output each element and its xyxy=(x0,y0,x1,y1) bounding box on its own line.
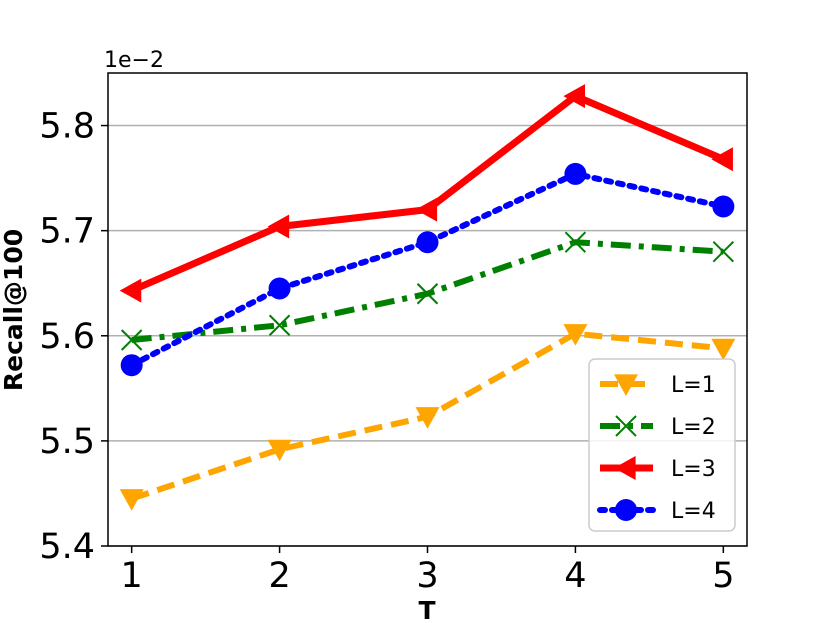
legend-marker-l-3 xyxy=(614,456,636,480)
x-axis-title: T xyxy=(418,596,435,623)
data-point-l-4 xyxy=(120,354,143,377)
x-tick-label: 5 xyxy=(712,556,734,596)
x-tick-label: 1 xyxy=(121,556,143,596)
data-point-l-4 xyxy=(268,277,291,300)
y-offset-label: 1e−2 xyxy=(104,48,164,73)
y-tick-label: 5.5 xyxy=(39,422,95,462)
data-point-l-3 xyxy=(563,84,586,109)
data-point-l-3 xyxy=(415,197,438,222)
data-point-l-3 xyxy=(267,214,290,239)
axes: 5.4 5.5 5.6 5.7 5.8 1 2 3 4 5 xyxy=(39,107,734,596)
data-point-l-4 xyxy=(564,162,587,185)
data-point-l-2 xyxy=(712,240,735,263)
data-point-l-1 xyxy=(415,407,440,429)
legend-label-l-1: L=1 xyxy=(671,373,716,398)
series-line-l-2 xyxy=(131,239,724,343)
x-tick-label: 2 xyxy=(268,556,290,596)
legend: L=1 L=2 L=3 L=4 xyxy=(588,358,736,532)
data-point-l-2 xyxy=(416,283,439,305)
data-point-l-4 xyxy=(712,195,735,218)
data-point-l-2 xyxy=(120,329,143,351)
data-point-l-4 xyxy=(416,231,439,254)
y-tick-label: 5.8 xyxy=(39,107,95,147)
y-tick-label: 5.4 xyxy=(39,527,95,567)
y-tick-label: 5.6 xyxy=(39,317,95,357)
x-tick-label: 4 xyxy=(564,556,586,596)
legend-label-l-3: L=3 xyxy=(671,457,716,482)
data-point-l-2 xyxy=(268,314,291,336)
data-point-l-3 xyxy=(119,278,142,303)
legend-marker-l-1 xyxy=(614,374,638,396)
legend-box xyxy=(588,358,736,532)
data-point-l-2 xyxy=(564,231,587,253)
legend-marker-l-4 xyxy=(615,499,637,521)
plot-series xyxy=(119,84,736,511)
legend-label-l-2: L=2 xyxy=(671,415,716,440)
data-point-l-1 xyxy=(711,338,736,361)
data-point-l-1 xyxy=(563,324,588,346)
y-tick-label: 5.7 xyxy=(39,212,95,252)
data-point-l-1 xyxy=(119,489,144,511)
legend-label-l-4: L=4 xyxy=(671,499,716,524)
y-axis-title: Recall@100 xyxy=(0,229,28,391)
data-point-l-1 xyxy=(267,439,292,462)
data-point-l-3 xyxy=(711,147,733,172)
legend-marker-l-2 xyxy=(615,415,637,437)
x-tick-label: 3 xyxy=(416,556,438,596)
